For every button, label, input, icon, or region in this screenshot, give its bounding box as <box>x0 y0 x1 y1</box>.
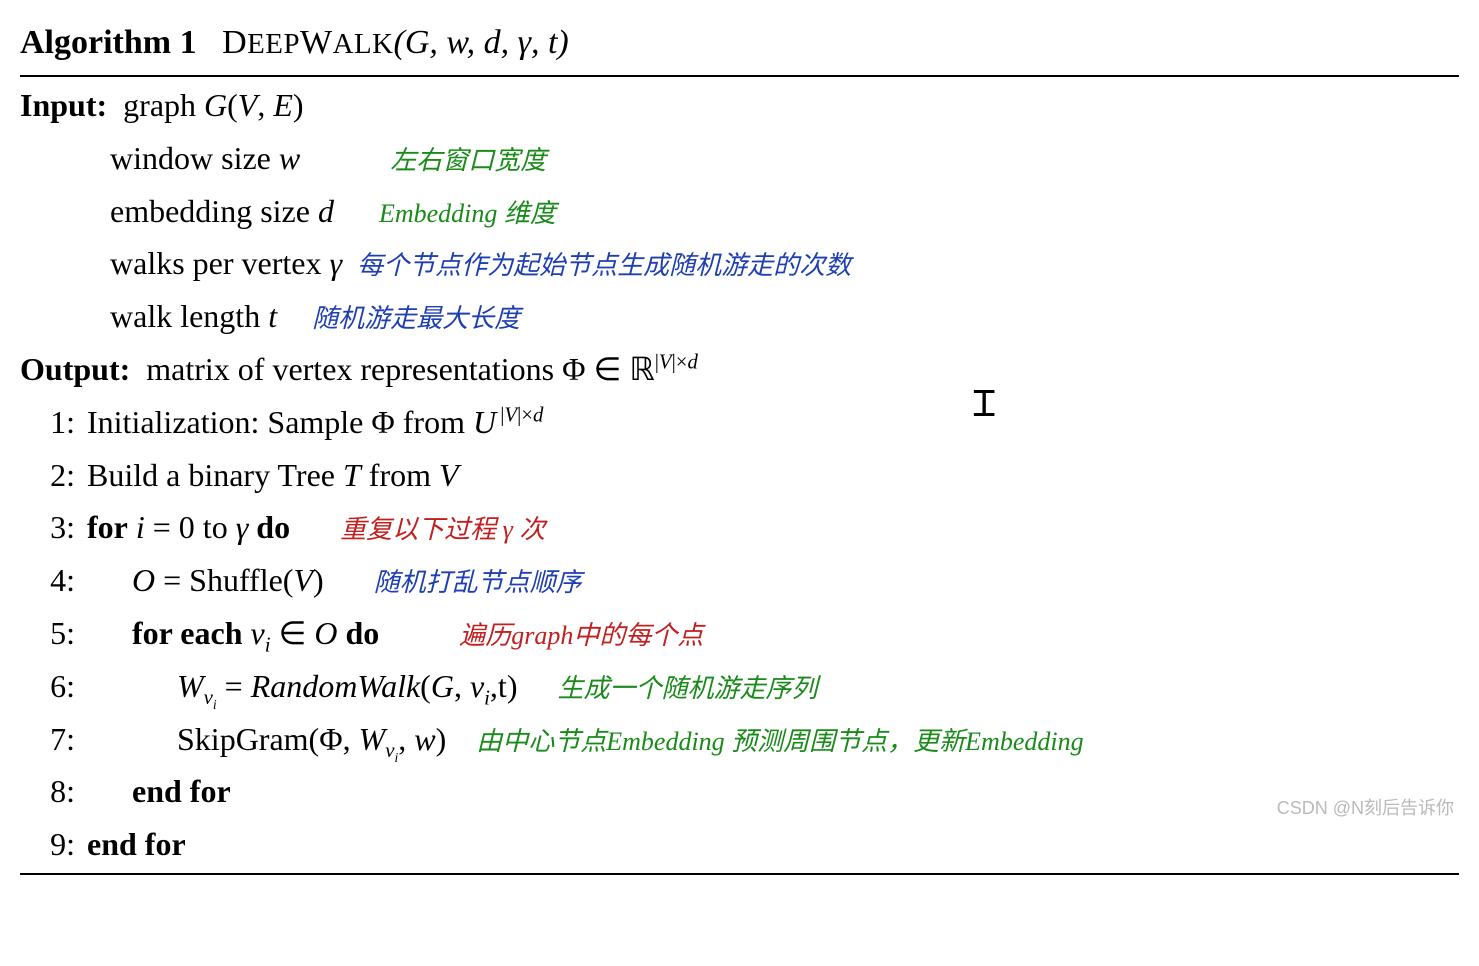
step-row: 1: Initialization: Sample Φ from U |V|×d <box>20 396 1459 449</box>
step-num: 4: <box>20 554 87 607</box>
algorithm-title: Algorithm 1 DEEPWALK(G, w, d, γ, t) <box>20 15 1459 71</box>
step-body: SkipGram(Φ, Wvi, w) <box>177 713 446 766</box>
step-num: 8: <box>20 765 87 818</box>
step-num: 5: <box>20 607 87 660</box>
input-graph: graph G(V, E) <box>123 79 303 132</box>
step-row: 3: for i = 0 to γ do 重复以下过程 γ 次 <box>20 501 1459 554</box>
input-item-text: window size w <box>110 132 300 185</box>
input-item: window size w 左右窗口宽度 <box>20 132 1459 185</box>
output-row: Output: matrix of vertex representations… <box>20 343 1459 396</box>
input-row: Input: graph G(V, E) <box>20 79 1459 132</box>
step-num: 9: <box>20 818 87 871</box>
text-cursor-icon: Ꮖ <box>973 375 997 434</box>
step-row: 9: end for <box>20 818 1459 871</box>
input-item: walk length t 随机游走最大长度 <box>20 290 1459 343</box>
step-num: 6: <box>20 660 87 713</box>
step-body: for each vi ∈ O do <box>132 607 379 660</box>
step-body: Initialization: Sample Φ from U |V|×d <box>87 396 543 449</box>
step-body: end for <box>87 818 186 871</box>
rule-bottom <box>20 873 1459 875</box>
algo-label: Algorithm 1 <box>20 24 197 61</box>
step-body: Build a binary Tree T from V <box>87 449 459 502</box>
annotation: 随机游走最大长度 <box>312 298 520 341</box>
step-row: 6: Wvi = RandomWalk(G, vi,t) 生成一个随机游走序列 <box>20 660 1459 713</box>
step-row: 4: O = Shuffle(V) 随机打乱节点顺序 <box>20 554 1459 607</box>
step-row: 8: end for <box>20 765 1459 818</box>
step-num: 7: <box>20 713 87 766</box>
rule-top <box>20 75 1459 77</box>
step-body: O = Shuffle(V) <box>132 554 324 607</box>
annotation: 生成一个随机游走序列 <box>557 668 817 711</box>
output-text: matrix of vertex representations Φ ∈ ℝ|V… <box>146 343 698 396</box>
input-item-text: walks per vertex γ <box>110 237 342 290</box>
step-num: 1: <box>20 396 87 449</box>
annotation: 遍历graph中的每个点 <box>459 615 703 658</box>
annotation: 左右窗口宽度 <box>390 140 546 183</box>
annotation: 每个节点作为起始节点生成随机游走的次数 <box>357 245 851 288</box>
step-row: 7: SkipGram(Φ, Wvi, w) 由中心节点Embedding 预测… <box>20 713 1459 766</box>
annotation: 重复以下过程 γ 次 <box>340 509 545 552</box>
annotation: Embedding 维度 <box>379 193 556 236</box>
step-row: 2: Build a binary Tree T from V <box>20 449 1459 502</box>
step-num: 3: <box>20 501 87 554</box>
algo-args: (G, w, d, γ, t) <box>394 24 569 61</box>
input-item: embedding size d Embedding 维度 <box>20 185 1459 238</box>
input-item: walks per vertex γ 每个节点作为起始节点生成随机游走的次数 <box>20 237 1459 290</box>
input-label: Input: <box>20 79 107 132</box>
annotation: 随机打乱节点顺序 <box>374 562 582 605</box>
annotation: 由中心节点Embedding 预测周围节点，更新Embedding <box>476 721 1083 764</box>
step-body: end for <box>132 765 231 818</box>
output-label: Output: <box>20 343 130 396</box>
step-num: 2: <box>20 449 87 502</box>
step-row: 5: for each vi ∈ O do 遍历graph中的每个点 <box>20 607 1459 660</box>
algo-name: DEEPWALK <box>222 24 393 61</box>
watermark: CSDN @N刻后告诉你 <box>1277 794 1454 824</box>
input-item-text: walk length t <box>110 290 277 343</box>
input-item-text: embedding size d <box>110 185 334 238</box>
step-body: Wvi = RandomWalk(G, vi,t) <box>177 660 517 713</box>
step-body: for i = 0 to γ do <box>87 501 290 554</box>
